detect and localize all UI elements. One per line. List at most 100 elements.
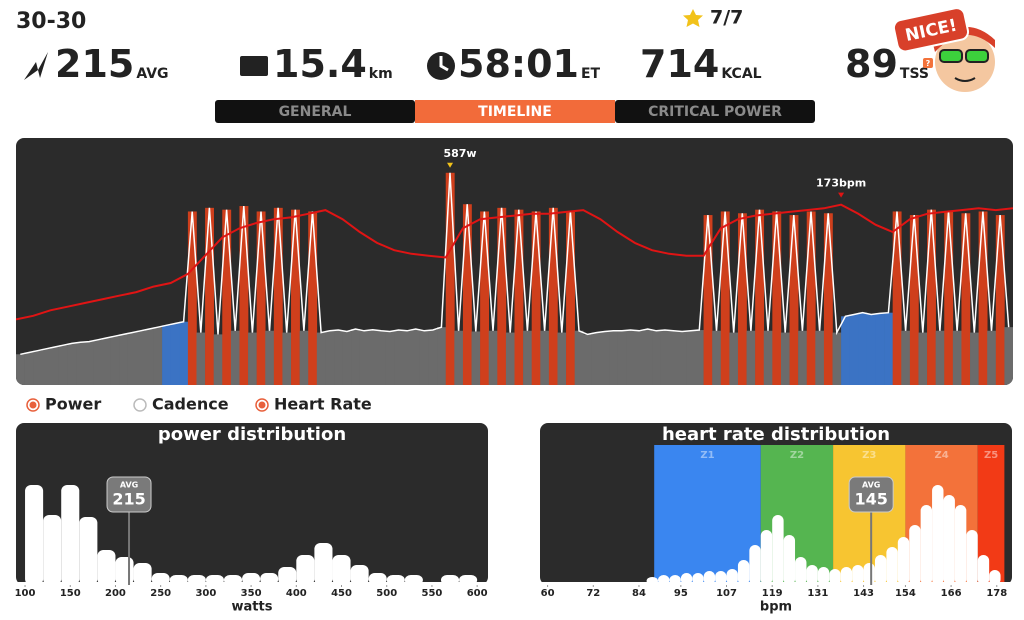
histogram-bar — [332, 555, 351, 585]
x-tick-label: 250 — [150, 588, 171, 599]
histogram-bar — [932, 485, 944, 585]
power-distribution-panel — [16, 423, 488, 585]
x-tick-label: 154 — [895, 588, 916, 599]
power-column — [591, 332, 601, 385]
legend-label: Power — [45, 395, 101, 414]
power-column — [394, 330, 404, 385]
power-column — [419, 330, 429, 385]
histogram-bar — [886, 547, 898, 585]
hr-peak-marker — [838, 192, 845, 198]
stat-value: 15.4 — [273, 42, 367, 86]
histogram-bar — [989, 570, 1001, 585]
power-column — [248, 332, 257, 385]
info-icon[interactable] — [922, 58, 933, 68]
power-column — [24, 352, 34, 385]
power-column — [832, 332, 842, 385]
power-column — [703, 215, 713, 385]
power-column — [892, 211, 902, 385]
tab-label: TIMELINE — [478, 104, 552, 120]
stat-unit: KCAL — [721, 66, 761, 82]
histogram-bar — [772, 515, 784, 585]
power-column — [256, 211, 266, 385]
power-column — [428, 330, 438, 385]
zone-label: Z2 — [790, 450, 804, 461]
power-column — [927, 209, 936, 385]
workout-title: 30-30 — [16, 9, 86, 34]
stat: 714 KCAL — [640, 42, 762, 86]
power-column — [454, 330, 464, 385]
histogram-bar — [749, 545, 761, 585]
avatar-face — [935, 32, 995, 92]
stat-value: 89 — [845, 42, 898, 86]
avatar-glasses — [965, 49, 989, 63]
power-column — [282, 332, 292, 385]
x-tick-label: 95 — [674, 588, 688, 599]
power-column — [222, 209, 232, 385]
histogram-bar — [966, 530, 978, 585]
tab[interactable] — [615, 100, 815, 123]
power-column — [110, 336, 120, 385]
x-tick-label: 84 — [632, 588, 646, 599]
heart-rate-line — [16, 203, 1013, 321]
power-column — [505, 332, 515, 385]
power-column — [918, 332, 928, 385]
histogram-bar — [829, 569, 841, 585]
avg-label: AVG — [862, 481, 880, 490]
power-column — [574, 330, 584, 385]
power-column — [634, 330, 644, 385]
x-tick-label: 72 — [586, 588, 600, 599]
power-line — [20, 172, 1010, 356]
x-tick-label: 400 — [286, 588, 307, 599]
histogram-bar — [874, 555, 887, 585]
stat-unit: ET — [581, 66, 601, 82]
power-column — [144, 328, 154, 385]
power-column — [772, 211, 782, 385]
power-column — [385, 331, 395, 385]
x-tick-label: 143 — [853, 588, 874, 599]
power-column — [16, 354, 25, 385]
power-column — [1004, 327, 1013, 385]
power-column — [136, 330, 146, 385]
power-column — [815, 330, 825, 385]
power-column — [909, 215, 919, 385]
hr-distribution: Z1 Z2 Z3 Z4 Z5 heart rate distribution 60 72 84 9… — [540, 424, 1012, 615]
power-peak-label: 587w — [443, 147, 476, 160]
power-column — [970, 332, 979, 385]
legend-marker[interactable] — [133, 398, 147, 412]
histogram-bar — [715, 571, 727, 585]
zone-label: Z4 — [934, 450, 948, 461]
power-column — [746, 330, 756, 385]
stat: 89 TSS — [845, 42, 929, 86]
histogram-bar — [760, 530, 773, 585]
power-column — [67, 343, 77, 385]
power-column — [170, 323, 180, 385]
power-column — [600, 331, 610, 385]
power-column — [153, 327, 163, 385]
power-column — [652, 330, 661, 385]
avg-value: 215 — [112, 490, 145, 509]
power-column — [471, 331, 481, 385]
tab-label: CRITICAL POWER — [648, 104, 782, 120]
power-icon — [24, 52, 48, 80]
power-column — [33, 350, 43, 385]
power-column — [127, 332, 137, 385]
power-column — [686, 330, 696, 385]
histogram-bar — [909, 525, 921, 585]
power-column — [609, 330, 618, 385]
power-column — [540, 330, 550, 385]
tab[interactable] — [415, 100, 615, 123]
stars-count: 7/7 — [710, 7, 743, 29]
legend-marker-dot — [29, 401, 37, 409]
x-tick-label: 119 — [762, 588, 783, 599]
power-column — [780, 332, 790, 385]
power-column — [987, 330, 997, 385]
tab[interactable] — [215, 100, 415, 123]
stat-value: 58:01 — [458, 42, 579, 86]
histogram-bar — [278, 567, 297, 585]
tabs: GENERAL TIMELINE CRITICAL POWER — [215, 100, 815, 123]
stat: 58:01 ET — [458, 42, 601, 86]
power-column — [763, 330, 773, 385]
info-text: ? — [926, 59, 931, 68]
star-icon — [683, 9, 703, 27]
x-tick-label: 300 — [195, 588, 216, 599]
